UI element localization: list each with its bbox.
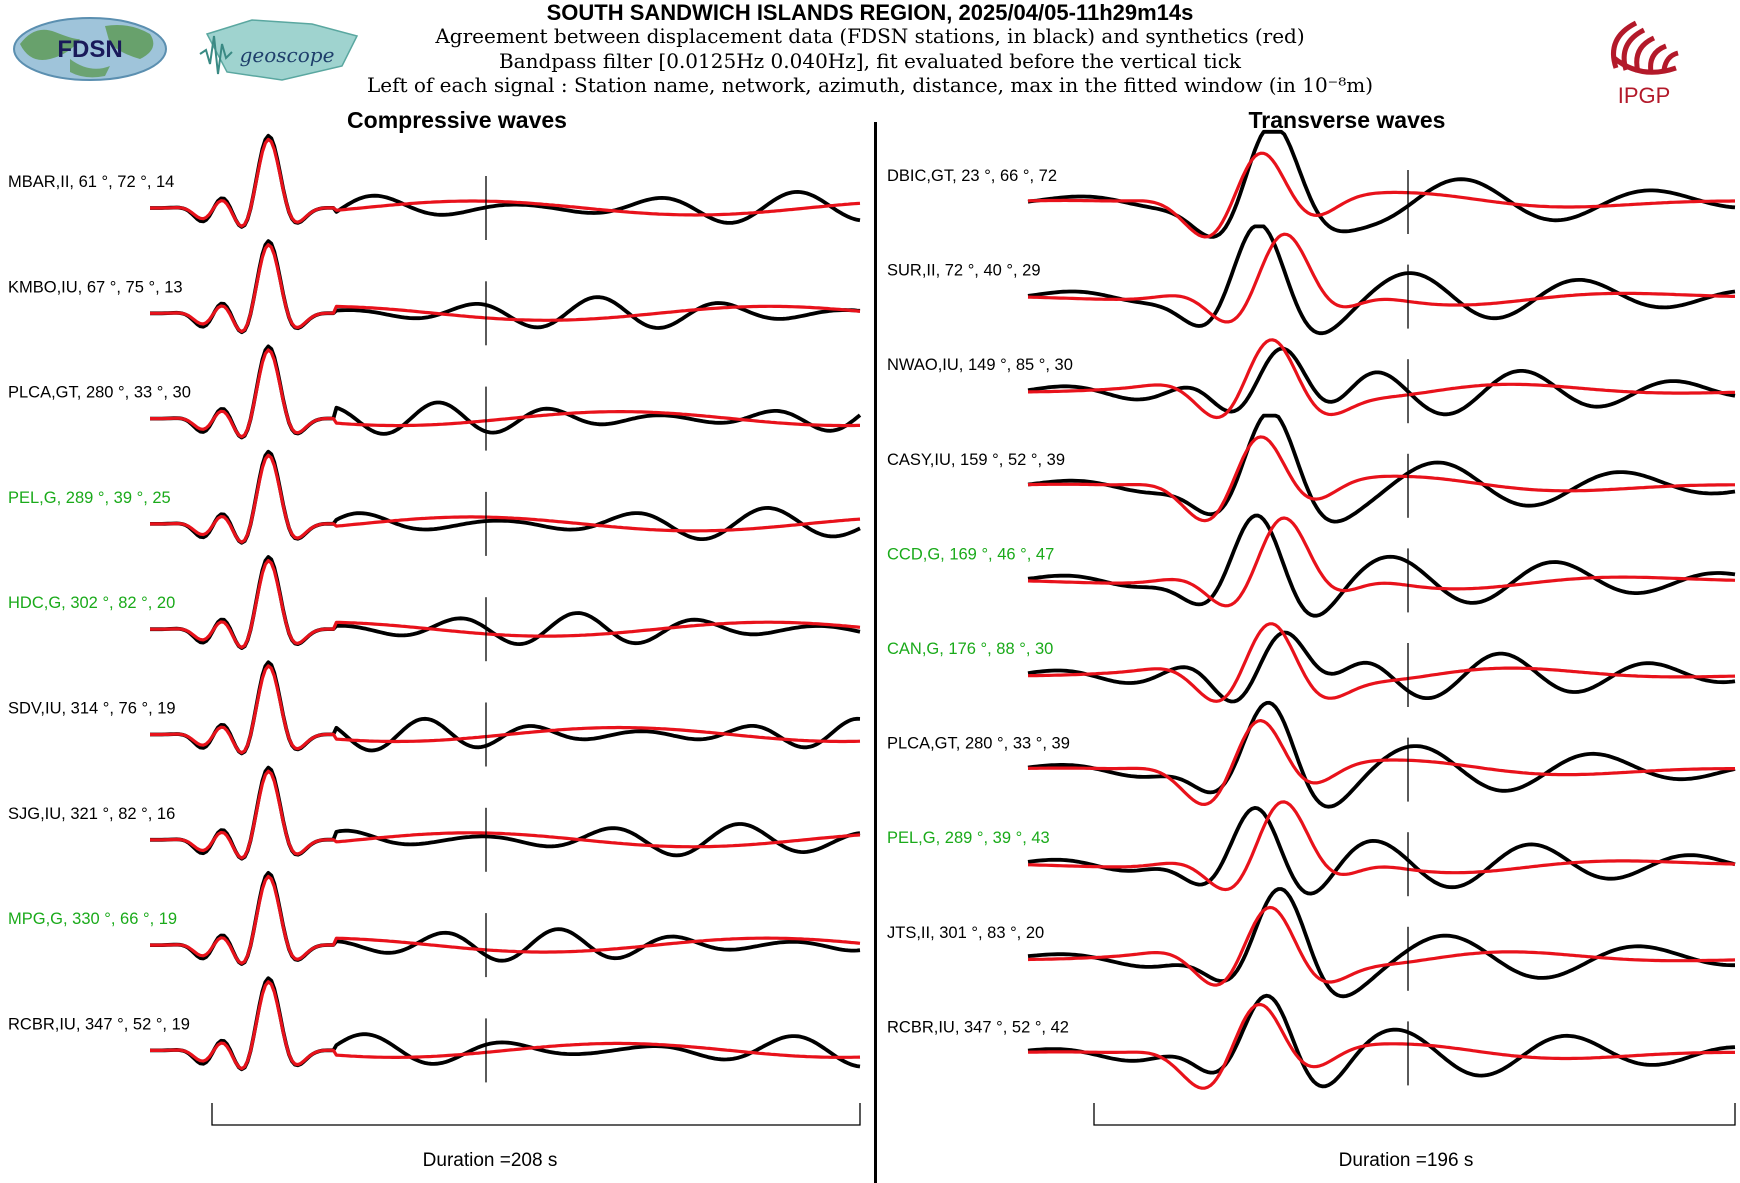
station-label-jts: JTS,II, 301 °, 83 °, 20: [887, 924, 1044, 942]
data-trace-kmbo: [150, 239, 861, 335]
station-label-casy: CASY,IU, 159 °, 52 °, 39: [887, 451, 1065, 469]
subtitle-bandpass: Bandpass filter [0.0125Hz 0.040Hz], fit …: [498, 49, 1242, 73]
synthetic-trace-pel: [1028, 800, 1736, 892]
data-trace-sur: [1027, 224, 1736, 336]
synthetic-trace-jts: [1027, 905, 1736, 987]
synthetic-trace-can: [1027, 622, 1736, 703]
station-label-sdv: SDV,IU, 314 °, 76 °, 19: [8, 700, 176, 718]
synthetic-trace-plca: [1027, 719, 1735, 806]
data-trace-jts: [1027, 887, 1735, 999]
data-trace-hdc: [150, 555, 861, 650]
duration-bracket: [211, 1103, 861, 1126]
data-trace-rcbr: [1027, 993, 1736, 1089]
panel-divider: [874, 122, 877, 1183]
data-trace-rcbr: [150, 976, 861, 1072]
synthetic-trace-ccd: [1027, 516, 1736, 608]
synthetic-trace-casy: [1027, 435, 1735, 523]
transverse-panel: DBIC,GT, 23 °, 66 °, 72 SUR,II, 72 °, 40 …: [887, 129, 1736, 1126]
geoscope-logo: geoscope: [199, 19, 359, 81]
data-trace-ccd: [1027, 513, 1736, 618]
duration-bracket: [1093, 1103, 1736, 1126]
duration-label-transverse: Duration =196 s: [1338, 1150, 1474, 1171]
station-label-pel: PEL,G, 289 °, 39 °, 25: [8, 489, 171, 507]
station-label-nwao: NWAO,IU, 149 °, 85 °, 30: [887, 356, 1073, 374]
synthetic-trace-plca: [150, 348, 860, 439]
fdsn-logo-text: FDSN: [57, 36, 122, 63]
data-trace-pel: [1027, 806, 1736, 896]
station-label-ccd: CCD,G, 169 °, 46 °, 47: [887, 545, 1054, 563]
panel-title-compressive: Compressive waves: [347, 107, 567, 133]
panel-title-transverse: Transverse waves: [1248, 107, 1446, 133]
synthetic-trace-kmbo: [150, 243, 861, 334]
station-label-can: CAN,G, 176 °, 88 °, 30: [887, 640, 1053, 658]
figure-title: SOUTH SANDWICH ISLANDS REGION, 2025/04/0…: [546, 0, 1194, 25]
data-trace-dbic: [1027, 129, 1736, 239]
synthetic-trace-rcbr: [150, 980, 861, 1071]
station-label-plca: PLCA,GT, 280 °, 33 °, 39: [887, 735, 1070, 753]
synthetic-trace-nwao: [1028, 338, 1736, 420]
data-trace-nwao: [1027, 346, 1736, 417]
synthetic-trace-sjg: [150, 769, 861, 860]
compressive-panel: MBAR,II, 61 °, 72 °, 14 KMBO,IU, 67 °, 75…: [8, 133, 862, 1126]
subtitle-agreement: Agreement between displacement data (FDS…: [435, 24, 1305, 48]
duration-label-compressive: Duration =208 s: [422, 1150, 558, 1171]
station-label-sur: SUR,II, 72 °, 40 °, 29: [887, 262, 1041, 280]
data-trace-plca: [1027, 700, 1736, 809]
station-label-rcbr: RCBR,IU, 347 °, 52 °, 19: [8, 1015, 190, 1033]
synthetic-trace-hdc: [150, 559, 861, 649]
subtitle-legend-note: Left of each signal : Station name, netw…: [366, 73, 1374, 97]
synthetic-trace-sur: [1027, 232, 1735, 324]
ipgp-logo-text: IPGP: [1618, 83, 1671, 108]
data-trace-sjg: [150, 765, 861, 861]
data-trace-can: [1027, 630, 1736, 704]
synthetic-trace-mbar: [150, 137, 861, 228]
geoscope-logo-text: geoscope: [240, 43, 335, 67]
synthetic-trace-rcbr: [1027, 1002, 1735, 1090]
synthetic-trace-mpg: [150, 874, 861, 965]
station-label-kmbo: KMBO,IU, 67 °, 75 °, 13: [8, 278, 183, 296]
synthetic-trace-dbic: [1027, 151, 1735, 239]
station-label-plca: PLCA,GT, 280 °, 33 °, 30: [8, 384, 191, 402]
synthetic-trace-sdv: [150, 664, 861, 755]
station-label-mbar: MBAR,II, 61 °, 72 °, 14: [8, 173, 174, 191]
station-label-hdc: HDC,G, 302 °, 82 °, 20: [8, 594, 175, 612]
station-label-mpg: MPG,G, 330 °, 66 °, 19: [8, 910, 177, 928]
data-trace-casy: [1027, 413, 1736, 524]
station-label-dbic: DBIC,GT, 23 °, 66 °, 72: [887, 167, 1057, 185]
data-trace-mpg: [150, 871, 861, 966]
ipgp-logo: IPGP: [1611, 20, 1679, 108]
synthetic-trace-pel: [150, 453, 861, 544]
data-trace-mbar: [150, 133, 861, 229]
station-label-rcbr: RCBR,IU, 347 °, 52 °, 42: [887, 1018, 1069, 1036]
data-trace-pel: [150, 449, 861, 545]
fdsn-logo: FDSN: [13, 17, 167, 81]
station-label-sjg: SJG,IU, 321 °, 82 °, 16: [8, 805, 175, 823]
station-label-pel: PEL,G, 289 °, 39 °, 43: [887, 829, 1050, 847]
